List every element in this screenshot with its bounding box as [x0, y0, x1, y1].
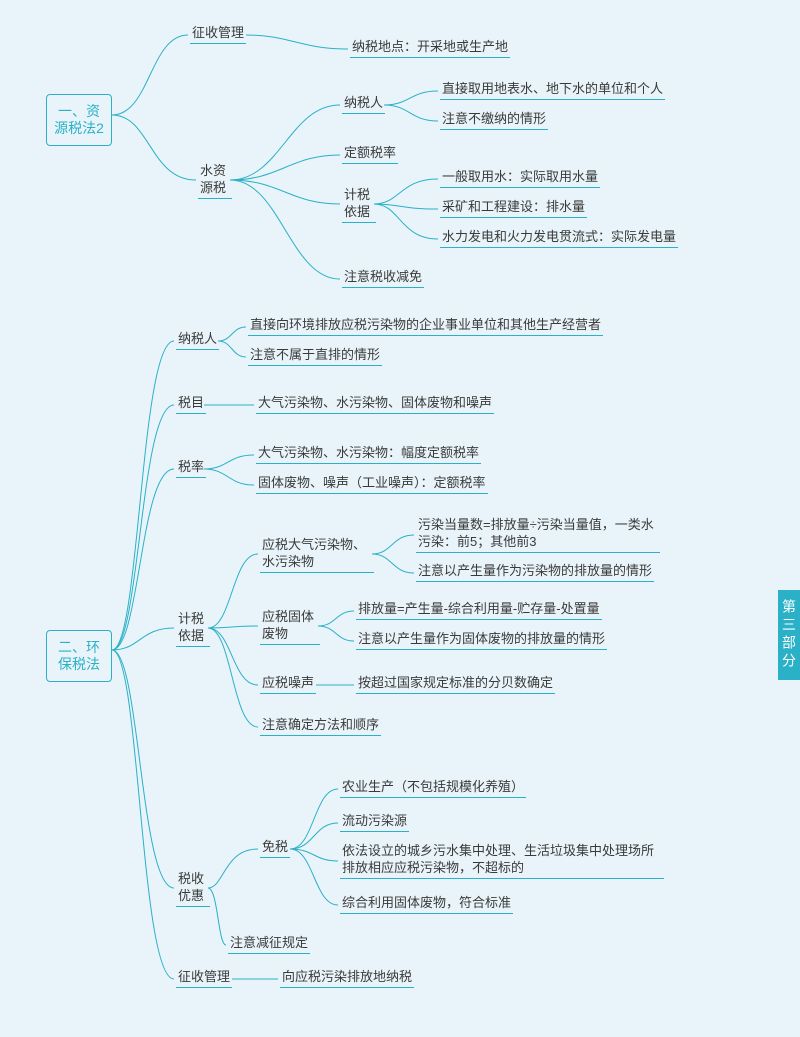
n-b3-1: 大气污染物、水污染物：幅度定额税率 — [256, 444, 481, 464]
n-a2: 水资源税 — [198, 162, 232, 199]
n-b4-3: 应税噪声 — [260, 674, 316, 694]
n-b5-1-4: 综合利用固体废物，符合标准 — [340, 894, 513, 914]
n-a2-1: 纳税人 — [342, 94, 385, 114]
n-b6: 征收管理 — [176, 968, 232, 988]
n-b5: 税收优惠 — [176, 870, 210, 907]
n-a2-4: 注意税收减免 — [342, 268, 424, 288]
n-b4-2-2: 注意以产生量作为固体废物的排放量的情形 — [356, 630, 607, 650]
root-resource-tax: 一、资源税法2 — [46, 94, 112, 146]
n-b5-1-1: 农业生产（不包括规模化养殖） — [340, 778, 526, 798]
n-b5-2: 注意减征规定 — [228, 934, 310, 954]
connectors — [0, 0, 800, 1037]
n-b4-2-1: 排放量=产生量-综合利用量-贮存量-处置量 — [356, 600, 602, 620]
n-b3: 税率 — [176, 458, 206, 478]
n-a2-1-1: 直接取用地表水、地下水的单位和个人 — [440, 80, 665, 100]
n-b4: 计税依据 — [176, 610, 210, 647]
n-a1: 征收管理 — [190, 24, 246, 44]
n-b5-1-2: 流动污染源 — [340, 812, 409, 832]
n-a2-3-1: 一般取用水：实际取用水量 — [440, 168, 600, 188]
n-b4-1-1: 污染当量数=排放量÷污染当量值，一类水污染：前5；其他前3 — [416, 516, 660, 553]
n-b2: 税目 — [176, 394, 206, 414]
n-a2-3-2: 采矿和工程建设：排水量 — [440, 198, 587, 218]
n-b1-2: 注意不属于直排的情形 — [248, 346, 382, 366]
n-b4-1: 应税大气污染物、水污染物 — [260, 536, 374, 573]
root-env-tax: 二、环保税法 — [46, 630, 112, 682]
n-b4-2: 应税固体废物 — [260, 608, 320, 645]
n-b5-1: 免税 — [260, 838, 290, 858]
n-b5-1-3: 依法设立的城乡污水集中处理、生活垃圾集中处理场所排放相应应税污染物，不超标的 — [340, 842, 664, 879]
n-a1-1: 纳税地点：开采地或生产地 — [350, 38, 510, 58]
n-b1: 纳税人 — [176, 330, 219, 350]
side-tab: 第三部分 — [778, 590, 800, 680]
n-a2-3-3: 水力发电和火力发电贯流式：实际发电量 — [440, 228, 678, 248]
n-b4-4: 注意确定方法和顺序 — [260, 716, 381, 736]
n-a2-3: 计税依据 — [342, 186, 376, 223]
n-a2-1-2: 注意不缴纳的情形 — [440, 110, 548, 130]
n-b4-1-2: 注意以产生量作为污染物的排放量的情形 — [416, 562, 654, 582]
n-b3-2: 固体废物、噪声（工业噪声）：定额税率 — [256, 474, 488, 494]
n-b4-3-1: 按超过国家规定标准的分贝数确定 — [356, 674, 555, 694]
n-b6-1: 向应税污染排放地纳税 — [280, 968, 414, 988]
n-b1-1: 直接向环境排放应税污染物的企业事业单位和其他生产经营者 — [248, 316, 603, 336]
n-a2-2: 定额税率 — [342, 144, 398, 164]
n-b2-1: 大气污染物、水污染物、固体废物和噪声 — [256, 394, 494, 414]
